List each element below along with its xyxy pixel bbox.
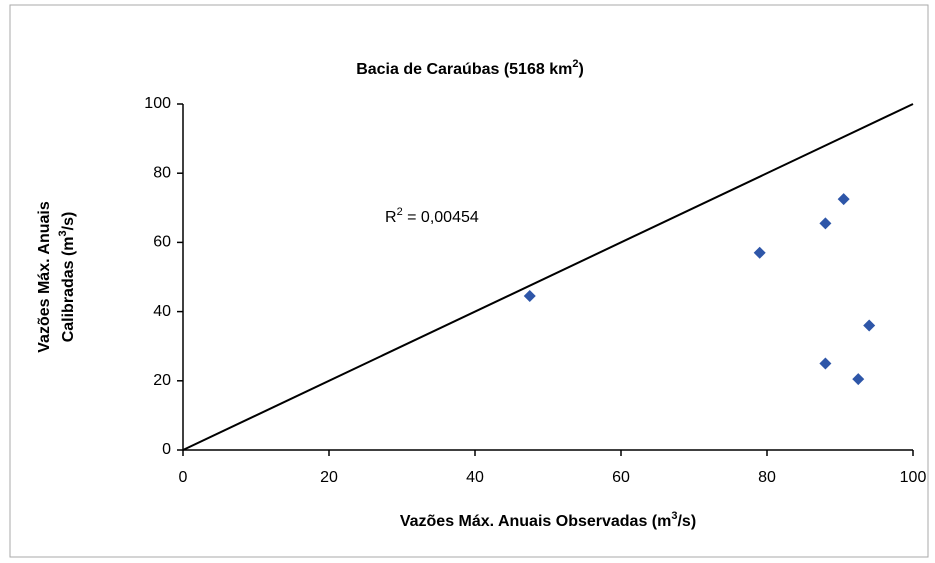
x-axis-label-part: /s) [677, 513, 696, 530]
x-tick-label: 20 [320, 469, 338, 486]
y-tick-label: 0 [162, 441, 171, 458]
x-axis-label-part: Vazões Máx. Anuais Observadas (m [400, 513, 672, 530]
y-axis-label-part: Calibradas (m [60, 236, 77, 342]
y-axis-label: Calibradas (m3/s) [57, 212, 77, 343]
chart-title-part: ) [578, 61, 583, 78]
x-axis-label: Vazões Máx. Anuais Observadas (m3/s) [400, 510, 696, 530]
point [523, 290, 536, 303]
y-tick-label: 20 [153, 372, 171, 389]
point [837, 193, 850, 206]
annotation-sup: 2 [397, 206, 403, 218]
x-tick-label: 100 [900, 469, 927, 486]
y-tick-label: 40 [153, 303, 171, 320]
x-tick-label: 60 [612, 469, 630, 486]
point [852, 373, 865, 386]
point [753, 246, 766, 259]
annotation-part: = 0,00454 [403, 209, 479, 226]
point [863, 319, 876, 332]
chart-title-part: Bacia de Caraúbas (5168 km [356, 61, 572, 78]
x-tick-label: 80 [758, 469, 776, 486]
x-tick-label: 0 [179, 469, 188, 486]
point [819, 357, 832, 370]
chart-frame [9, 4, 929, 558]
y-tick-label: 60 [153, 234, 171, 251]
y-axis-label-sup: 3 [57, 230, 69, 236]
chart-title-sup: 2 [572, 58, 578, 70]
chart-title: Bacia de Caraúbas (5168 km2) [356, 58, 584, 78]
y-axis-label-part: /s) [60, 212, 77, 231]
point [819, 217, 832, 230]
reference-line [182, 103, 914, 451]
y-tick-label: 80 [153, 164, 171, 181]
x-tick-label: 40 [466, 469, 484, 486]
y-axis-label-part: Vazões Máx. Anuais [36, 201, 53, 353]
annotation: R2 = 0,00454 [385, 206, 479, 226]
y-tick-label: 100 [144, 95, 171, 112]
annotation-part: R [385, 209, 397, 226]
x-axis-label-sup: 3 [671, 510, 677, 522]
y-axis-label: Vazões Máx. Anuais [36, 201, 53, 353]
